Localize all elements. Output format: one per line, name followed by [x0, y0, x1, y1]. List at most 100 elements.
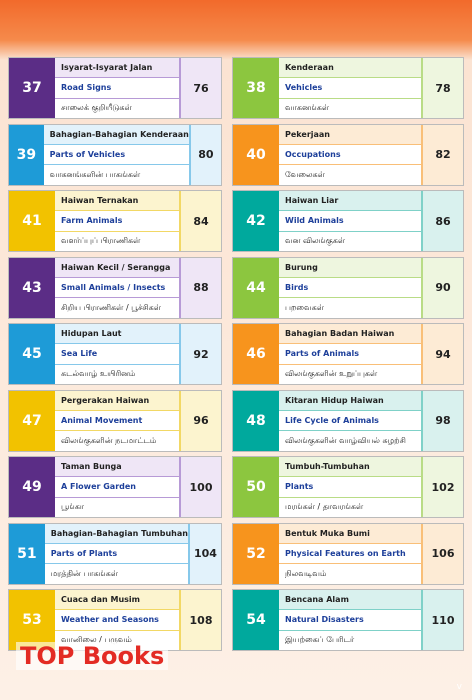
chapter-number: 40 [233, 124, 279, 185]
page-ref: 94 [421, 324, 463, 384]
chapter-number: 53 [9, 590, 55, 650]
tamil-title: பூங்கா [61, 502, 85, 512]
page-ref: 84 [179, 191, 221, 251]
english-title: Farm Animals [55, 211, 179, 232]
chapter-titles: Burung Birds பறவைகள் [279, 257, 421, 318]
chapter-number: 54 [233, 590, 279, 650]
chapter-number: 49 [9, 457, 55, 517]
tamil-title: இயற்கைப் பேரிடர் [285, 635, 355, 645]
tamil-title: வாகனங்களின் பாகங்கள் [49, 169, 141, 179]
tamil-title: சிறிய பிராணிகள் / பூச்சிகள் [61, 302, 161, 312]
chapter-number: 47 [9, 390, 55, 451]
english-title: Natural Disasters [279, 610, 421, 631]
page-ref: 98 [421, 390, 463, 451]
chapter-number: 42 [233, 191, 279, 251]
toc-entry: 54 Bencana Alam Natural Disasters இயற்கைப் … [232, 589, 464, 651]
malay-title: Isyarat-Isyarat Jalan [55, 58, 179, 79]
chapter-number: 51 [9, 523, 45, 584]
english-title: Wild Animals [279, 211, 421, 232]
english-title: A Flower Garden [55, 477, 179, 498]
toc-entry: 42 Haiwan Liar Wild Animals வன விலங்குகள் 86 [232, 190, 464, 252]
malay-title: Haiwan Kecil / Serangga [55, 257, 179, 278]
chapter-number: 45 [9, 324, 55, 384]
chapter-titles: Haiwan Kecil / Serangga Small Animals / I… [55, 257, 179, 318]
chapter-titles: Bentuk Muka Bumi Physical Features on Ear… [279, 523, 421, 584]
chapter-number: 43 [9, 257, 55, 318]
chapter-number: 50 [233, 457, 279, 517]
malay-title: Bentuk Muka Bumi [279, 523, 421, 544]
chapter-titles: Pergerakan Haiwan Animal Movement விலங்குக… [55, 390, 179, 451]
page-ref: 102 [421, 457, 463, 517]
malay-title: Taman Bunga [55, 457, 179, 478]
page-ref: 96 [179, 390, 221, 451]
page-ref: 104 [187, 523, 221, 584]
toc-entry: 38 Kenderaan Vehicles வாகனங்கள் 78 [232, 57, 464, 119]
toc-entry: 51 Bahagian-Bahagian Tumbuhan Parts of Pla… [8, 522, 222, 585]
tamil-title: பறவைகள் [285, 302, 324, 312]
malay-title: Hidupan Laut [55, 324, 179, 345]
chapter-titles: Bahagian-Bahagian Kenderaan Parts of Vehi… [43, 124, 189, 185]
chapter-number: 44 [233, 257, 279, 318]
malay-title: Bahagian-Bahagian Tumbuhan [44, 523, 188, 544]
page-ref: 108 [179, 590, 221, 650]
page-ref: 106 [421, 523, 463, 584]
english-title: Parts of Vehicles [43, 145, 189, 166]
page-ref: 78 [421, 58, 463, 118]
chapter-titles: Haiwan Liar Wild Animals வன விலங்குகள் [279, 191, 421, 251]
english-title: Parts of Plants [44, 544, 188, 565]
english-title: Animal Movement [55, 411, 179, 432]
chapter-number: 46 [233, 324, 279, 384]
toc-entry: 40 Pekerjaan Occupations வேலைகள் 82 [232, 123, 464, 186]
toc-entry: 50 Tumbuh-Tumbuhan Plants மரங்கள் / தாவரங்க… [232, 456, 464, 518]
malay-title: Haiwan Ternakan [55, 191, 179, 212]
malay-title: Bahagian-Bahagian Kenderaan [43, 124, 189, 145]
malay-title: Pergerakan Haiwan [55, 390, 179, 411]
tamil-title: வளர்ப்புப் பிராணிகள் [61, 236, 141, 246]
page-ref: 80 [188, 124, 221, 185]
english-title: Birds [279, 278, 421, 299]
malay-title: Kitaran Hidup Haiwan [279, 390, 421, 411]
chapter-titles: Kitaran Hidup Haiwan Life Cycle of Animal… [279, 390, 421, 451]
tamil-title: விலங்குகளின் உறுப்புகள் [285, 369, 378, 379]
tamil-title: சாலைக் குறியீடுகள் [61, 103, 132, 113]
malay-title: Haiwan Liar [279, 191, 421, 212]
tamil-title: வாகனங்கள் [285, 103, 330, 113]
chapter-titles: Hidupan Laut Sea Life கடல்வாழ் உயிரினம் [55, 324, 179, 384]
toc-entry: 47 Pergerakan Haiwan Animal Movement விலங்க… [8, 389, 222, 452]
english-title: Life Cycle of Animals [279, 411, 421, 432]
chapter-number: 39 [9, 124, 44, 185]
page-ref: 92 [179, 324, 221, 384]
english-title: Occupations [279, 145, 421, 166]
english-title: Vehicles [279, 78, 421, 99]
chapter-titles: Taman Bunga A Flower Garden பூங்கா [55, 457, 179, 517]
chapter-number: 48 [233, 390, 279, 451]
chapter-titles: Isyarat-Isyarat Jalan Road Signs சாலைக் கு… [55, 58, 179, 118]
chapter-number: 52 [233, 523, 279, 584]
english-title: Physical Features on Earth [279, 544, 421, 565]
malay-title: Kenderaan [279, 58, 421, 79]
tamil-title: விலங்குகளின் நடமாட்டம் [61, 435, 157, 445]
chapter-titles: Pekerjaan Occupations வேலைகள் [279, 124, 421, 185]
english-title: Sea Life [55, 344, 179, 365]
page-ref: 76 [179, 58, 221, 118]
english-title: Plants [279, 477, 421, 498]
chapter-titles: Haiwan Ternakan Farm Animals வளர்ப்புப் பி… [55, 191, 179, 251]
page-ref: 88 [179, 257, 221, 318]
tamil-title: வானிலை / பருவம் [61, 635, 132, 645]
toc-entry: 37 Isyarat-Isyarat Jalan Road Signs சாலைக் … [8, 57, 222, 119]
toc-entry: 53 Cuaca dan Musim Weather and Seasons வானி… [8, 589, 222, 651]
chapter-titles: Bahagian Badan Haiwan Parts of Animals வில… [279, 324, 421, 384]
english-title: Small Animals / Insects [55, 278, 179, 299]
tamil-title: நிலவடிவம் [285, 568, 327, 578]
malay-title: Tumbuh-Tumbuhan [279, 457, 421, 478]
page-ref: 86 [421, 191, 463, 251]
toc-entry: 46 Bahagian Badan Haiwan Parts of Animals வ… [232, 323, 464, 385]
chapter-number: 41 [9, 191, 55, 251]
toc-entry: 41 Haiwan Ternakan Farm Animals வளர்ப்புப் … [8, 190, 222, 252]
english-title: Road Signs [55, 78, 179, 99]
tamil-title: கடல்வாழ் உயிரினம் [61, 369, 136, 379]
chapter-titles: Tumbuh-Tumbuhan Plants மரங்கள் / தாவரங்கள் [279, 457, 421, 517]
tamil-title: மரத்தின் பாகங்கள் [50, 568, 118, 578]
toc-entry: 43 Haiwan Kecil / Serangga Small Animals /… [8, 256, 222, 319]
